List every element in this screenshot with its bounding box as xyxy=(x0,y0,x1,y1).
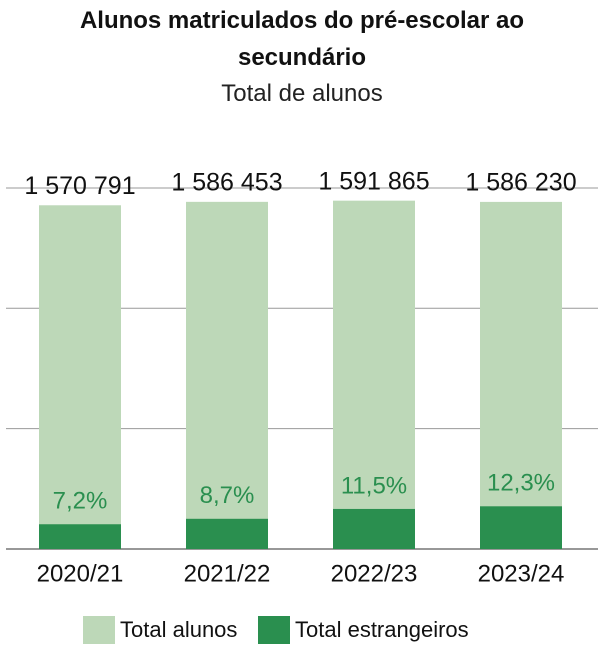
share-label: 7,2% xyxy=(53,488,108,515)
x-tick-label: 2022/23 xyxy=(331,560,418,587)
legend-label: Total alunos xyxy=(120,617,237,642)
chart-title: Alunos matriculados do pré-escolar ao se… xyxy=(79,7,525,71)
value-label: 1 570 791 xyxy=(24,172,135,200)
bar-total xyxy=(186,201,268,550)
share-label: 11,5% xyxy=(341,472,407,499)
bar-share xyxy=(480,506,562,549)
legend-label: Total estrangeiros xyxy=(295,617,469,642)
x-tick-label: 2023/24 xyxy=(478,560,565,587)
legend-swatch xyxy=(83,616,115,644)
x-tick-label: 2021/22 xyxy=(184,560,271,587)
bar-total xyxy=(39,205,121,549)
bar-total xyxy=(480,201,562,549)
x-tick-label: 2020/21 xyxy=(37,560,124,587)
bar-share xyxy=(333,508,415,549)
header: Alunos matriculados do pré-escolar ao se… xyxy=(0,0,604,112)
chart-subtitle: Total de alunos xyxy=(221,80,383,107)
value-label: 1 586 230 xyxy=(465,169,576,197)
share-label: 8,7% xyxy=(200,482,255,509)
value-label: 1 586 453 xyxy=(171,168,282,196)
bar-share xyxy=(39,524,121,549)
share-label: 12,3% xyxy=(487,470,555,497)
bar-share xyxy=(186,518,268,549)
value-label: 1 591 865 xyxy=(318,167,429,195)
legend-swatch xyxy=(258,616,290,644)
bar-total xyxy=(333,200,415,549)
